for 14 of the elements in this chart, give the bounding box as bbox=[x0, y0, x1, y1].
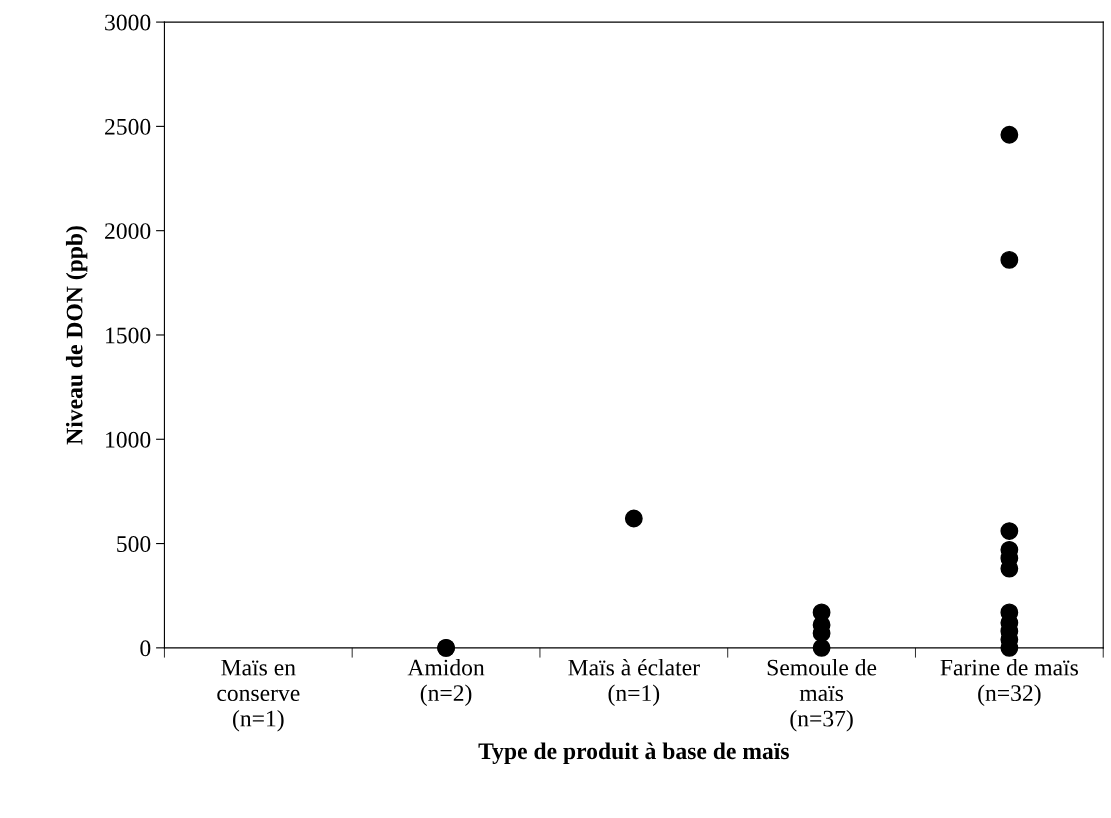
y-tick-label: 1500 bbox=[106, 327, 151, 344]
y-tick-label: 3000 bbox=[105, 14, 151, 31]
y-tick-label: 1000 bbox=[106, 431, 151, 448]
x-tick-label: Maïs à éclater (n=1) bbox=[568, 658, 700, 706]
x-axis-title: Type de produit à base de maïs bbox=[478, 742, 789, 765]
x-tick-label: Farine de maïs (n=32) bbox=[940, 658, 1078, 706]
x-tick-label: Semoule de maïs (n=37) bbox=[767, 658, 877, 732]
y-tick-label: 2000 bbox=[105, 223, 151, 240]
y-tick-label: 2500 bbox=[105, 118, 151, 135]
x-tick-label: Maïs en conserve (n=1) bbox=[217, 659, 300, 732]
y-axis-title: Niveau de DON (ppb) bbox=[65, 226, 88, 445]
x-tick-label: Amidon (n=2) bbox=[407, 658, 485, 706]
y-tick-label: 500 bbox=[117, 536, 151, 552]
y-tick-label: 0 bbox=[140, 640, 151, 657]
